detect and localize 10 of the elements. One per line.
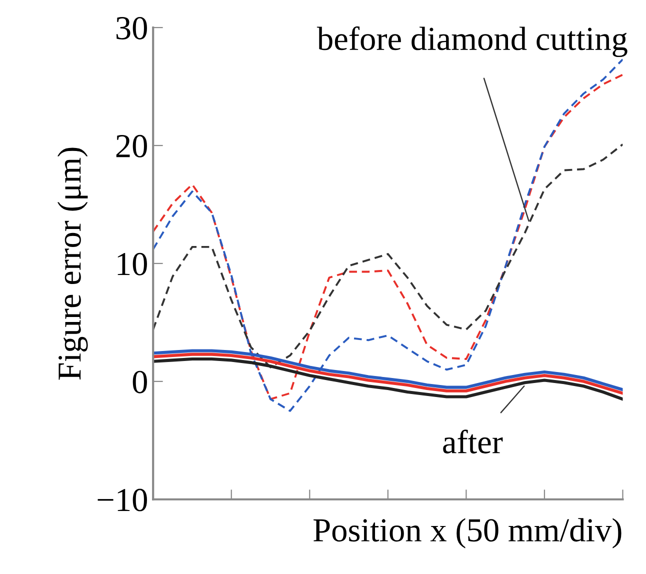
line-series — [153, 357, 623, 401]
y-tick-label: 10 — [118, 252, 147, 276]
y-axis-title: Figure error (μm) — [57, 148, 88, 380]
y-tick-label: 0 — [132, 370, 147, 394]
y-tick-label: −10 — [98, 488, 147, 512]
y-tick-label: 30 — [116, 16, 147, 40]
annotation: after — [443, 430, 503, 454]
x-axis-title: Position x (50 mm/div) — [314, 518, 622, 548]
y-tick-label: 20 — [116, 134, 147, 158]
annotation: before diamond cutting — [316, 26, 628, 58]
